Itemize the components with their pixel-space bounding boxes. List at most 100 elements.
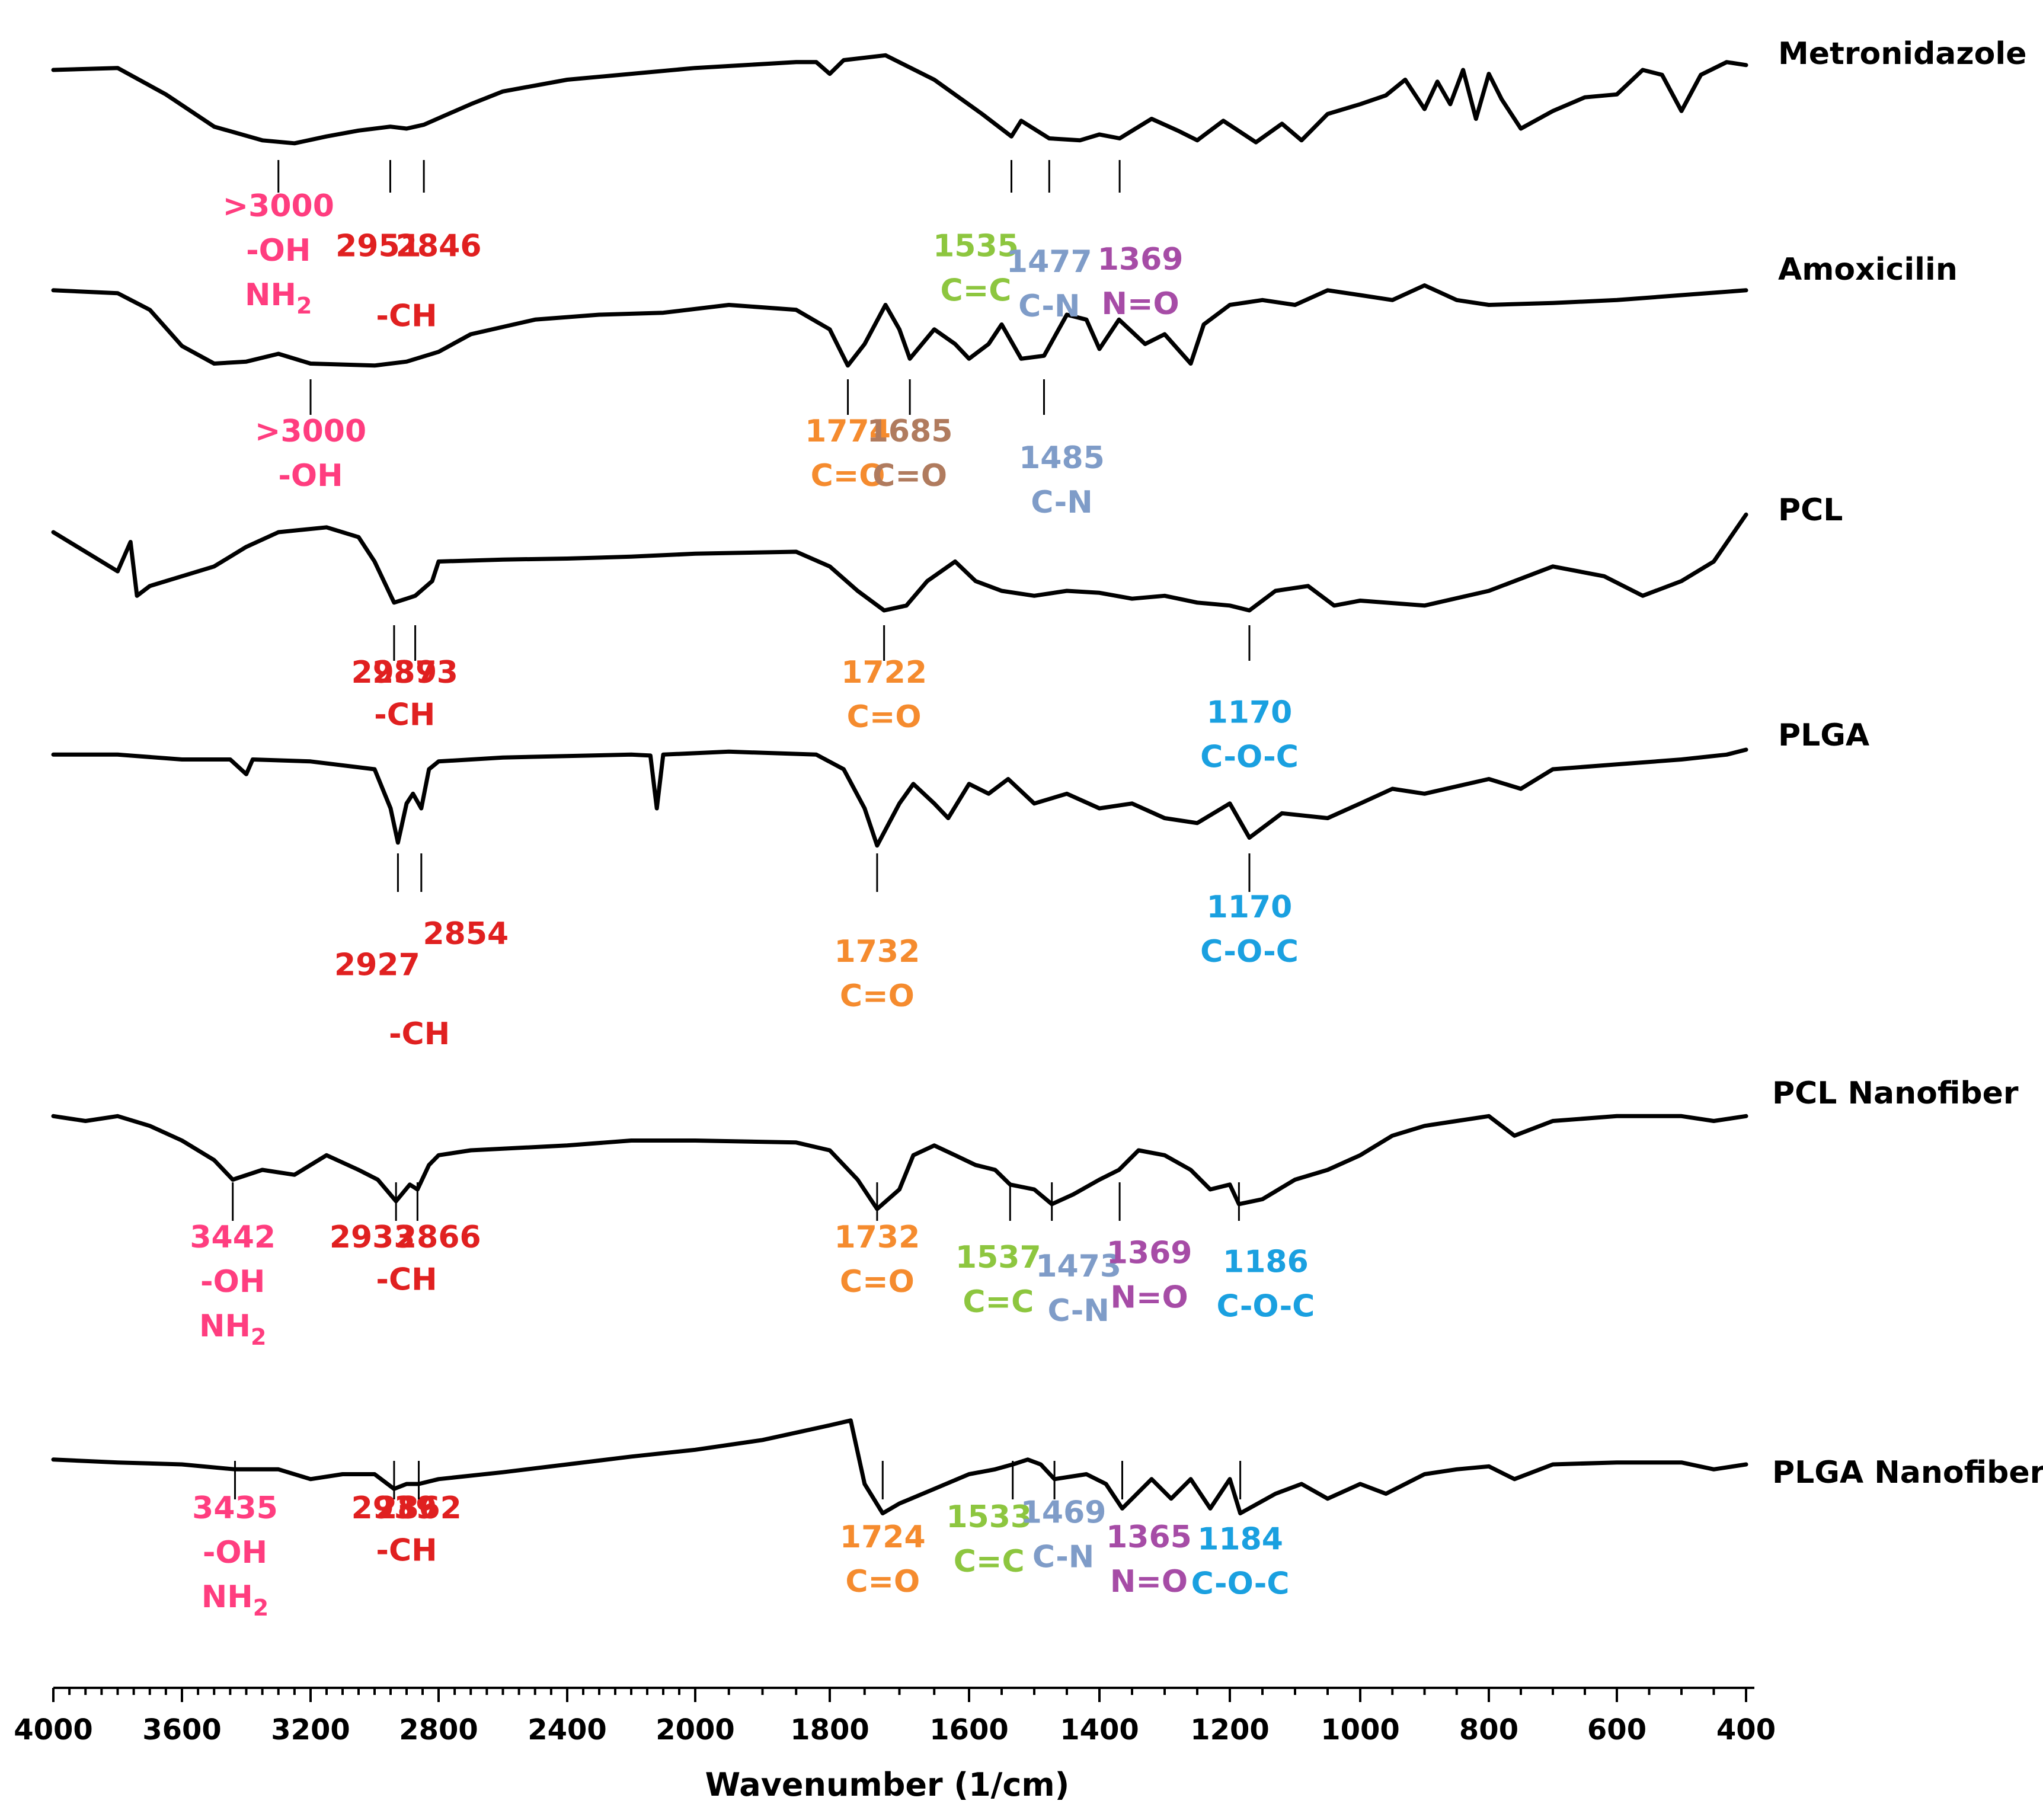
subscript: 2: [253, 1595, 268, 1621]
peak-label: 1533: [946, 1499, 1032, 1535]
peak-label: 1685: [867, 414, 953, 449]
peak-label: -CH: [374, 697, 435, 733]
peak-label: NH2: [245, 277, 312, 319]
x-tick-label: 2800: [399, 1713, 478, 1747]
series-name-amoxicilin: Amoxicilin: [1778, 252, 1958, 287]
x-tick-label: 1000: [1321, 1713, 1400, 1747]
series-name-metronidazole: Metronidazole: [1778, 36, 2026, 72]
peak-label: -OH: [246, 233, 311, 268]
peak-label: 2939: [351, 1490, 437, 1526]
x-axis-title: Wavenumber (1/cm): [705, 1766, 1070, 1803]
x-tick-label: 1600: [929, 1713, 1009, 1747]
peak-label: 2951: [335, 229, 421, 264]
peak-label: 1535: [933, 229, 1019, 264]
peak-label: C=O: [872, 458, 947, 494]
peak-label: -CH: [389, 1016, 450, 1052]
peak-label: C-N: [1018, 289, 1080, 324]
x-axis: 4000 3600 3200 2800 2400 2000 1800 1600 1400 1200…: [14, 1687, 1776, 1747]
subscript: 2: [296, 293, 312, 319]
series-name-pcl-nanofiber: PCL Nanofiber: [1772, 1076, 2019, 1111]
peak-label: C-O-C: [1191, 1566, 1290, 1602]
peak-label: 1485: [1019, 440, 1105, 476]
peak-label: C=O: [840, 1264, 915, 1300]
peak-label: >3000: [255, 414, 366, 449]
peak-label: 1732: [835, 934, 920, 970]
peak-label: 3442: [190, 1220, 276, 1255]
peak-label: 2939: [351, 655, 437, 690]
peak-label: 1365: [1106, 1520, 1192, 1555]
x-tick-label: 1400: [1060, 1713, 1139, 1747]
series-name-pcl: PCL: [1778, 492, 1843, 528]
spectrum-plga-nanofiber: [51, 1418, 1748, 1515]
series-layer: Metronidazole Amoxicilin PCL PLGA PCL Nanofi…: [51, 36, 2043, 1515]
peak-label: 2927: [334, 948, 420, 983]
peak-label: 1369: [1098, 242, 1184, 277]
peak-label: 2862: [376, 1490, 462, 1526]
peak-label: C-O-C: [1200, 740, 1299, 775]
peak-label: 1469: [1021, 1495, 1107, 1531]
x-tick-label: 1800: [790, 1713, 869, 1747]
spectrum-pcl: [51, 512, 1748, 613]
peak-label: 1184: [1197, 1522, 1283, 1557]
series-name-plga-nanofiber: PLGA Nanofiber: [1772, 1455, 2043, 1490]
peak-label: -CH: [376, 1533, 437, 1568]
peak-label: C-N: [1032, 1540, 1094, 1575]
peak-label: N=O: [1110, 1280, 1188, 1315]
peak-label: -OH: [203, 1535, 267, 1570]
peak-label: N=O: [1110, 1564, 1188, 1600]
peak-label: >3000: [223, 188, 334, 224]
x-tick-label: 600: [1587, 1713, 1646, 1747]
peak-label: -CH: [376, 298, 437, 334]
peak-label: 1774: [805, 414, 891, 449]
series-name-plga: PLGA: [1778, 718, 1869, 753]
peak-label: C=C: [963, 1284, 1034, 1320]
peak-label: 2854: [423, 916, 509, 952]
peak-label: C-N: [1047, 1293, 1109, 1329]
peak-label: NH2: [199, 1309, 267, 1350]
peak-label: 1170: [1207, 890, 1293, 925]
annotation-layer: >3000-OHNH229512846-CH1535C=C1477C-N1369…: [190, 160, 1315, 1621]
peak-label: 1170: [1207, 695, 1293, 731]
peak-label: 2846: [396, 229, 482, 264]
x-tick-label: 2400: [527, 1713, 607, 1747]
peak-label: 2873: [372, 655, 458, 690]
peak-label: 1722: [841, 655, 927, 690]
peak-label: 2933: [330, 1220, 415, 1255]
peak-label: -OH: [200, 1264, 265, 1300]
peak-label: C=O: [845, 1564, 920, 1600]
peak-label: 1724: [840, 1520, 926, 1555]
peak-label: 1473: [1035, 1249, 1121, 1284]
x-tick-label: 4000: [14, 1713, 93, 1747]
spectrum-amoxicilin: [51, 283, 1748, 368]
peak-label: 1369: [1107, 1235, 1192, 1271]
x-tick-label: 400: [1716, 1713, 1776, 1747]
peak-label: NH2: [202, 1579, 269, 1621]
peak-label: C=O: [811, 458, 885, 494]
spectrum-plga: [51, 747, 1748, 848]
peak-label: C-O-C: [1200, 934, 1299, 970]
x-tick-label: 1200: [1190, 1713, 1270, 1747]
peak-label: 3435: [192, 1490, 278, 1526]
x-tick-label: 3200: [271, 1713, 350, 1747]
x-tick-label: 2000: [656, 1713, 735, 1747]
peak-label: C=O: [847, 699, 922, 735]
peak-label: C-O-C: [1216, 1288, 1315, 1324]
peak-label: 1732: [835, 1220, 920, 1255]
peak-label: C=C: [954, 1544, 1025, 1579]
peak-label: 1477: [1006, 244, 1092, 280]
x-tick-label: 3600: [142, 1713, 222, 1747]
peak-label: -OH: [278, 458, 343, 494]
x-tick-label: 800: [1459, 1713, 1518, 1747]
subscript: 2: [251, 1324, 266, 1350]
peak-label: N=O: [1101, 286, 1179, 322]
peak-label: 2866: [395, 1220, 481, 1255]
peak-label: 1186: [1223, 1244, 1309, 1280]
spectrum-pcl-nanofiber: [51, 1114, 1748, 1211]
peak-label: C-N: [1031, 485, 1092, 520]
peak-label: C=O: [840, 978, 915, 1014]
peak-label: C=C: [941, 273, 1012, 309]
peak-label: -CH: [376, 1262, 437, 1297]
peak-label: 1537: [955, 1240, 1041, 1275]
spectrum-metronidazole: [51, 53, 1748, 146]
